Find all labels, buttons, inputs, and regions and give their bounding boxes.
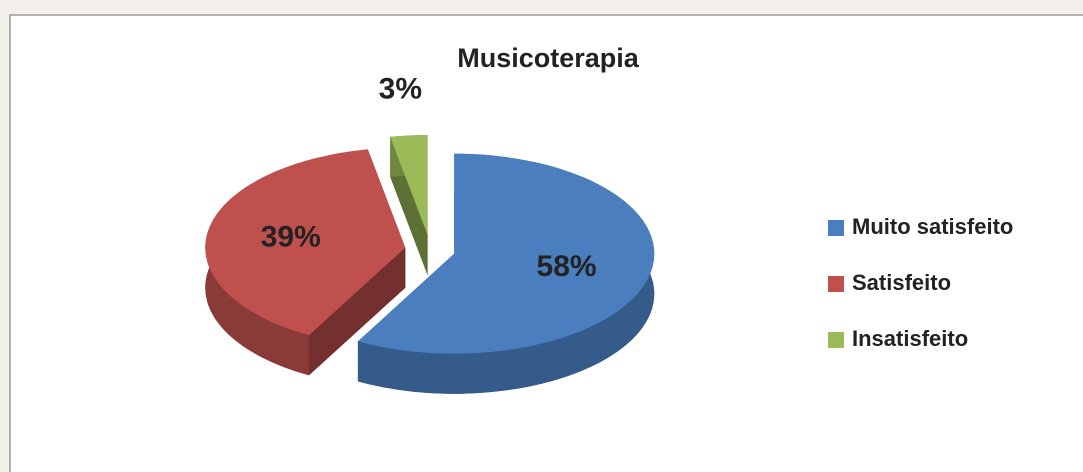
data-label: 3%	[379, 73, 422, 106]
legend-label: Muito satisfeito	[852, 214, 1013, 239]
slice-wall	[309, 247, 406, 376]
data-label: 58%	[537, 250, 597, 283]
legend-swatch	[828, 332, 844, 348]
slice	[390, 135, 428, 236]
legend-swatch	[828, 220, 844, 236]
slice	[205, 149, 406, 336]
legend-swatch	[828, 276, 844, 292]
chart-title: Musicoterapia	[457, 43, 640, 73]
legend-label: Insatisfeito	[852, 326, 968, 351]
data-label: 39%	[261, 221, 321, 254]
legend-label: Satisfeito	[852, 270, 951, 295]
slice	[357, 153, 655, 354]
